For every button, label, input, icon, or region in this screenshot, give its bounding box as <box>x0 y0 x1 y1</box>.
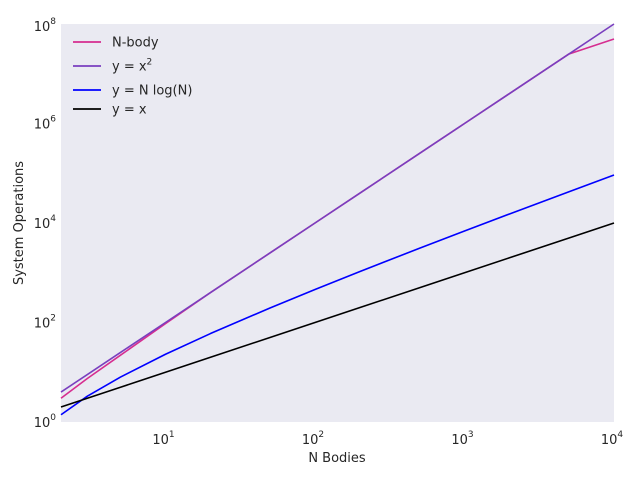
x-axis-ticks: 101 102 103 104 <box>152 430 623 448</box>
x-tick-label-3: 104 <box>601 430 624 448</box>
legend: N-body y = x2 y = N log(N) y = x <box>73 36 192 118</box>
y-tick-label-2: 104 <box>34 214 57 232</box>
x-axis-label: N Bodies <box>308 451 366 466</box>
legend-entry-1: y = x2 <box>112 58 152 75</box>
y-axis-label: System Operations <box>12 161 27 285</box>
legend-entry-0: N-body <box>112 36 159 51</box>
series-line-2 <box>60 174 615 416</box>
series-layer <box>60 23 615 416</box>
y-tick-label-3: 106 <box>34 115 57 133</box>
y-tick-label-4: 108 <box>34 17 57 35</box>
y-tick-label-0: 100 <box>34 413 57 431</box>
y-tick-label-1: 102 <box>34 314 56 332</box>
y-axis-ticks: 100 102 104 106 108 <box>34 17 57 431</box>
x-tick-label-1: 102 <box>302 430 324 448</box>
series-line-1 <box>60 23 615 393</box>
legend-entry-3: y = x <box>112 103 147 118</box>
x-tick-label-2: 103 <box>451 430 473 448</box>
series-line-3 <box>60 222 615 408</box>
x-tick-label-0: 101 <box>152 430 174 448</box>
legend-entry-2: y = N log(N) <box>112 84 192 99</box>
plot-area <box>61 24 614 422</box>
